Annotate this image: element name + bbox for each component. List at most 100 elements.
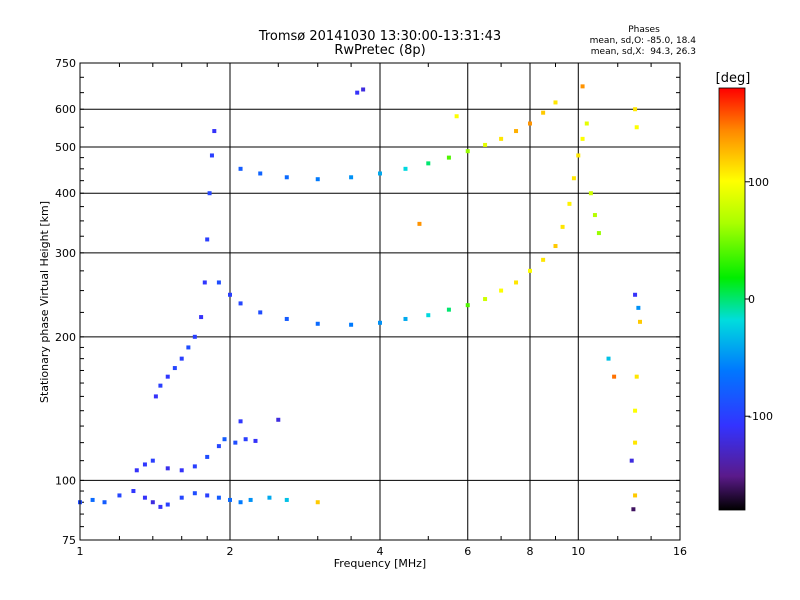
echo-point (634, 125, 639, 130)
echo-point (243, 437, 248, 442)
x-tick-label: 10 (571, 545, 585, 558)
echo-point (378, 171, 382, 176)
y-tick-label: 500 (55, 141, 76, 154)
echo-point (228, 292, 232, 297)
y-tick-label: 200 (55, 331, 76, 344)
y-tick-label: 600 (55, 103, 76, 116)
echo-point (426, 313, 431, 318)
chart-title: Tromsø 20141030 13:30:00-13:31:43 (258, 29, 501, 44)
colorbar-ticks: 100 0 -100 (745, 176, 773, 423)
echo-point (267, 495, 272, 500)
echo-point (284, 497, 289, 502)
echo-point (633, 440, 638, 445)
echo-point (426, 161, 431, 166)
y-tick-label: 750 (55, 57, 76, 70)
echo-point (315, 177, 320, 182)
x-tick-label: 16 (673, 545, 687, 558)
stats-heading: Phases (628, 25, 660, 35)
echo-point (165, 374, 170, 379)
echo-point (528, 268, 532, 273)
echo-point (631, 507, 636, 512)
echo-point (483, 142, 488, 147)
echo-point (514, 129, 519, 134)
echo-point (142, 495, 147, 500)
echo-point (179, 468, 184, 473)
echo-point (205, 493, 210, 498)
echo-point (134, 468, 139, 473)
echo-point (576, 153, 581, 158)
echo-point (514, 280, 519, 285)
echo-point (228, 497, 232, 502)
x-tick-label: 6 (464, 545, 471, 558)
echo-point (216, 495, 221, 500)
colorbar (718, 87, 746, 511)
echo-point (499, 136, 504, 141)
echo-point (446, 307, 451, 312)
echo-point (192, 491, 197, 496)
echo-point (238, 166, 243, 171)
echo-point (284, 316, 289, 321)
y-axis-title: Stationary phase Virtual Height [km] (38, 201, 51, 403)
y-tick-label: 75 (62, 534, 76, 547)
colorbar-tick-label: 0 (748, 293, 755, 306)
stats-x-mode: mean, sd,X: 94.3, 26.3 (591, 47, 696, 57)
echo-point (560, 224, 565, 229)
echo-point (205, 454, 210, 459)
colorbar-tick-label: 100 (748, 176, 769, 189)
echo-point (284, 175, 289, 180)
echo-point (403, 166, 408, 171)
echo-point (165, 466, 170, 471)
echo-point (465, 149, 470, 154)
echo-point (612, 374, 617, 379)
echo-point (553, 100, 558, 105)
echo-point (233, 440, 238, 445)
echo-point (202, 280, 207, 285)
y-tick-label: 100 (55, 474, 76, 487)
echo-point (179, 495, 184, 500)
x-tick-label: 8 (527, 545, 534, 558)
echo-point (158, 504, 163, 509)
echo-point (361, 87, 366, 92)
echo-point (315, 321, 320, 326)
echo-point (633, 493, 638, 498)
colorbar-tick-label: -100 (748, 410, 773, 423)
echo-point (446, 155, 451, 160)
echo-point (483, 297, 488, 302)
stats-o-mode: mean, sd,O: -85.0, 18.4 (590, 36, 697, 46)
echo-point (349, 322, 354, 327)
echo-point (378, 320, 382, 325)
echo-point (606, 356, 611, 361)
echo-point (248, 497, 253, 502)
x-tick-label: 2 (227, 545, 234, 558)
echo-point (253, 438, 258, 443)
echo-point (584, 121, 589, 126)
echo-point (633, 107, 638, 112)
echo-point (150, 500, 155, 505)
echo-point (633, 408, 638, 413)
echo-point (633, 292, 638, 297)
echo-point (541, 110, 546, 115)
echo-point (588, 191, 593, 196)
echo-point (528, 121, 532, 126)
echo-point (592, 213, 597, 218)
echo-point (553, 244, 558, 249)
echo-point (567, 201, 572, 206)
echo-point (634, 374, 639, 379)
echo-point (258, 310, 263, 315)
echo-point (158, 383, 163, 388)
echo-point (179, 356, 184, 361)
echo-point (499, 288, 504, 293)
echo-point (209, 153, 214, 158)
plot-frame (79, 62, 681, 541)
echo-point (222, 437, 227, 442)
echo-point (580, 136, 585, 141)
echo-point (355, 90, 360, 95)
echo-point (186, 345, 191, 350)
echo-point (465, 303, 470, 308)
echo-point (216, 280, 221, 285)
echo-point (571, 176, 576, 181)
echo-point (238, 419, 243, 424)
y-tick-label: 400 (55, 187, 76, 200)
chart-subtitle: RwPretec (8p) (334, 43, 425, 58)
